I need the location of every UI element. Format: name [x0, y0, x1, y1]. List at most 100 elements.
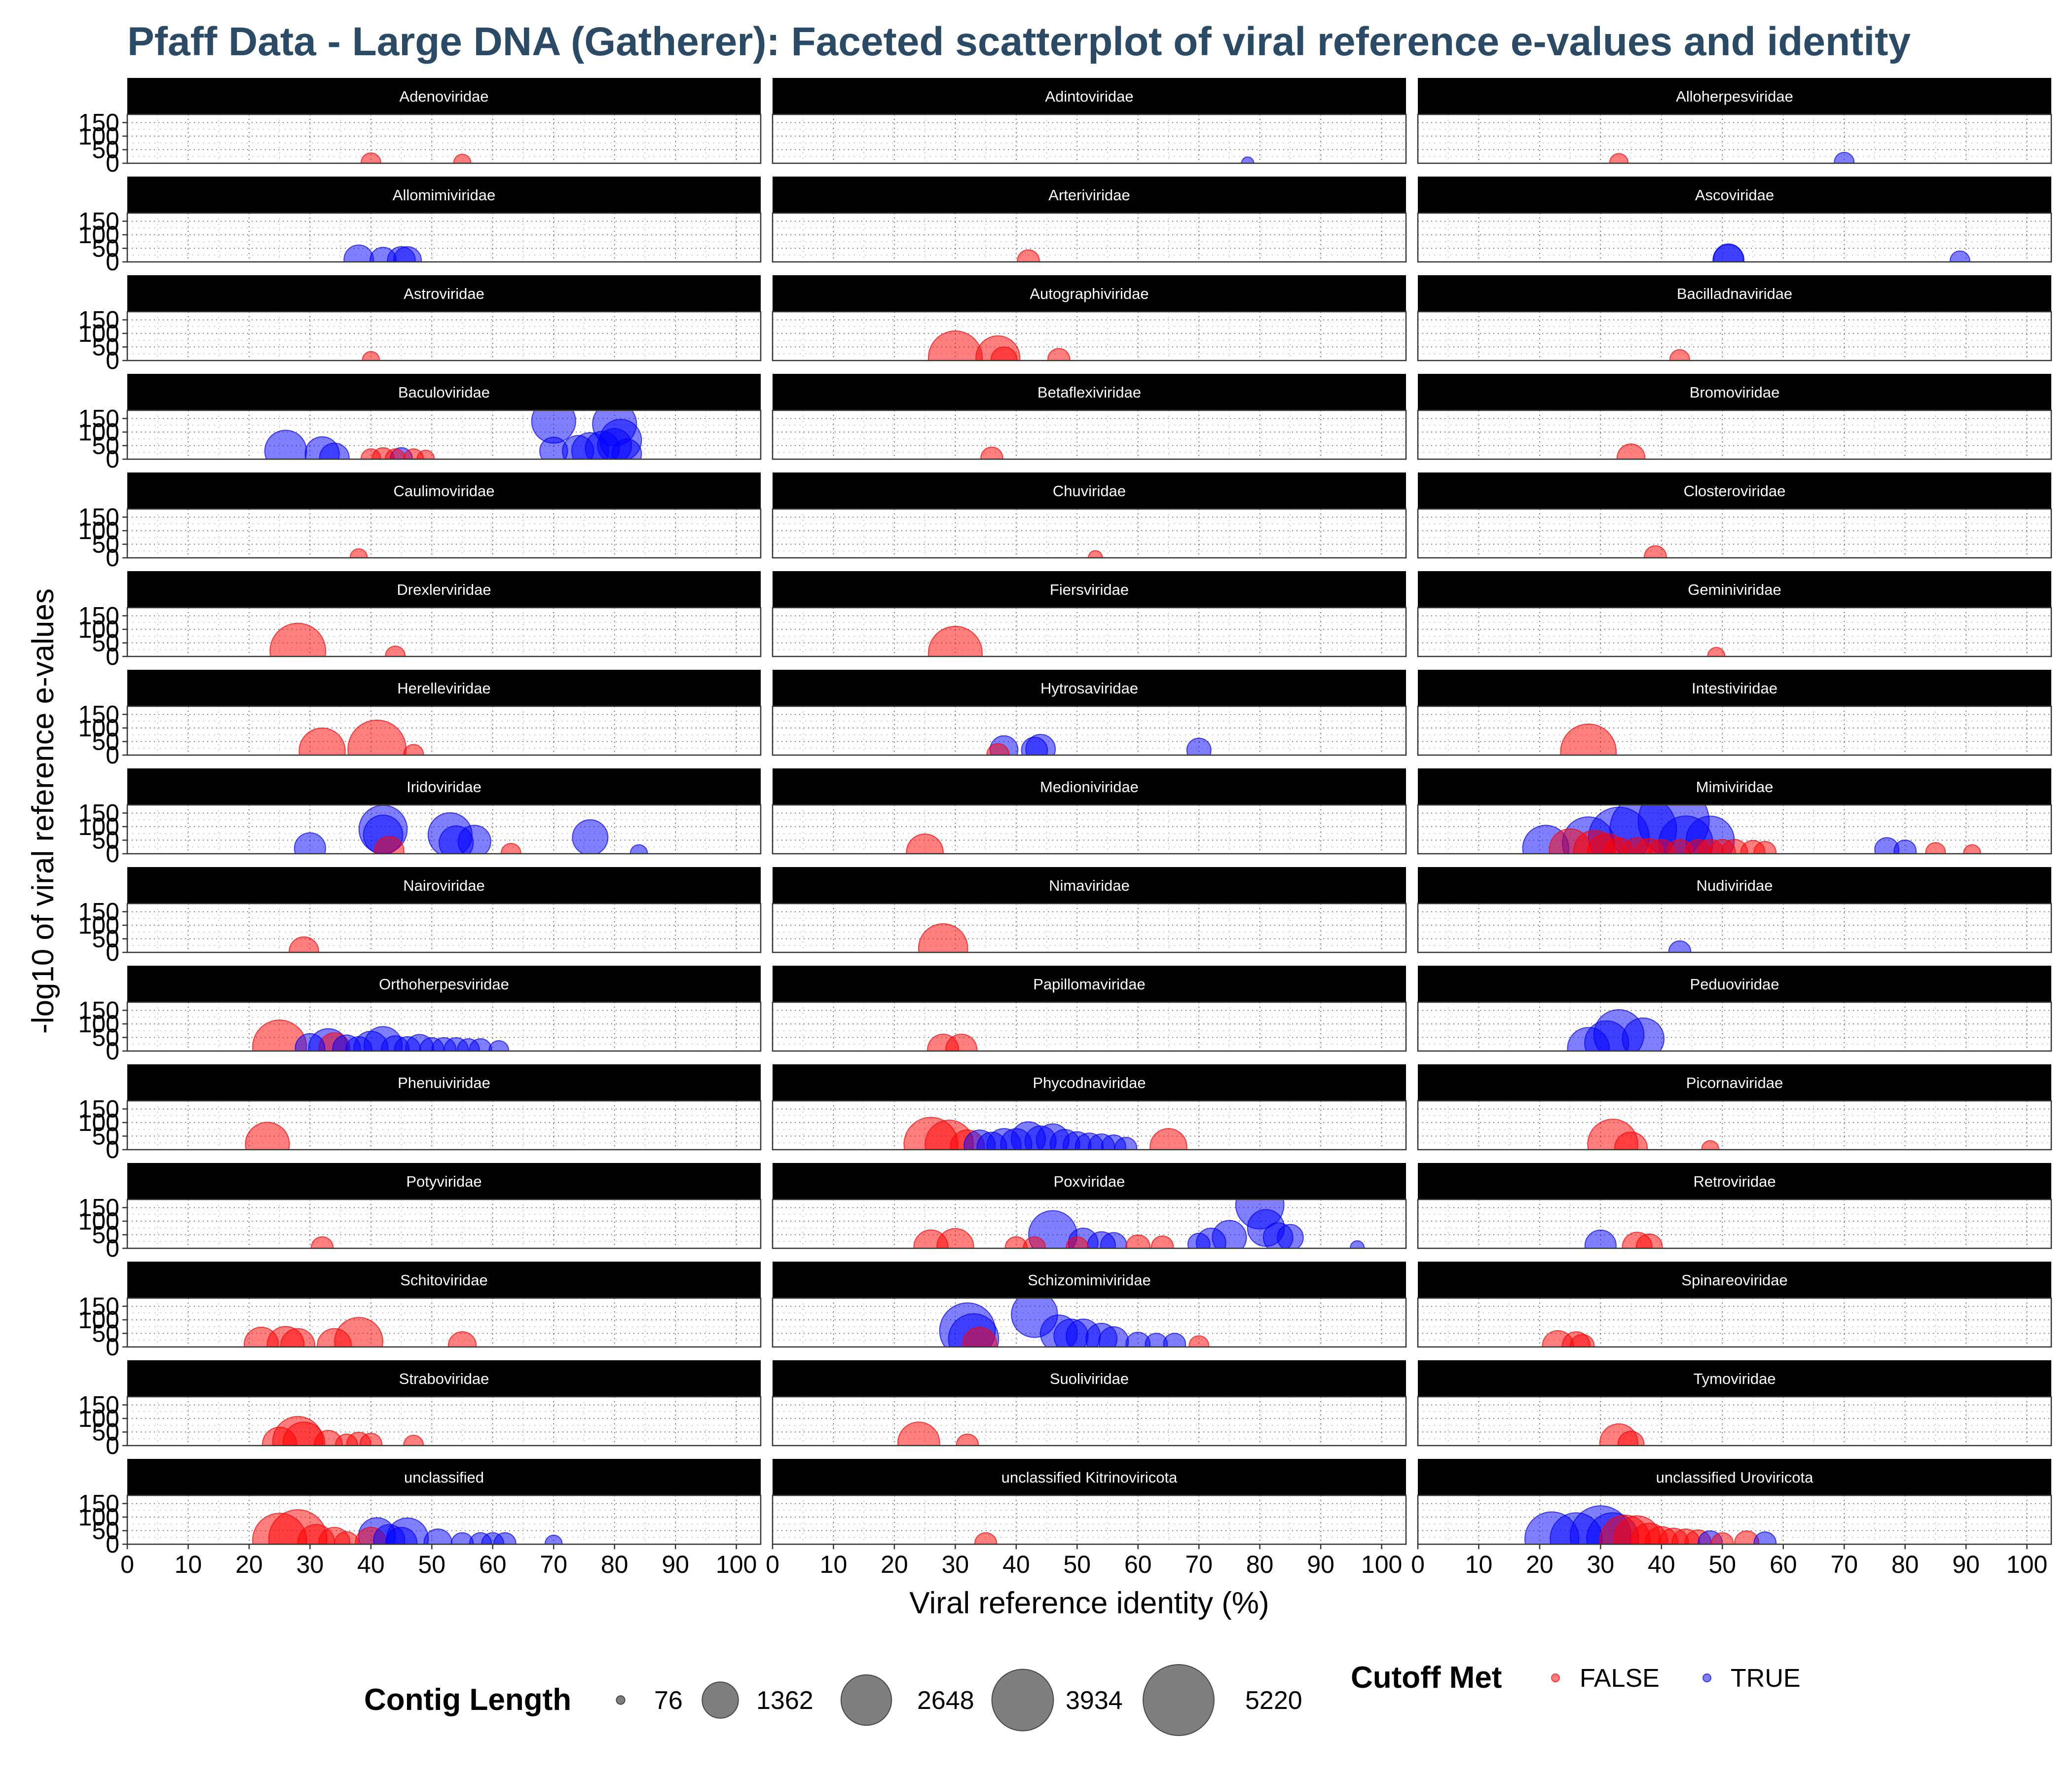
data-point: [289, 936, 319, 952]
x-tick-label: 90: [662, 1551, 689, 1578]
facet-strip: [773, 374, 1406, 410]
facet-points: [1584, 1229, 1663, 1248]
facet-strip: [127, 78, 761, 114]
facet-points: [986, 734, 1212, 755]
facet-panel: [1418, 904, 2051, 952]
data-point: [317, 1328, 352, 1347]
data-point: [1644, 545, 1667, 558]
facet-border: [1417, 1100, 2052, 1151]
facet-strip: [127, 571, 761, 608]
data-point: [1753, 1531, 1777, 1544]
facet-strip: [1418, 275, 2051, 312]
facet-panel: [1418, 1101, 2051, 1150]
x-tick-label: 20: [881, 1551, 908, 1578]
facet-points: [294, 805, 648, 854]
data-point: [1635, 1233, 1663, 1248]
facet-points: [918, 923, 968, 952]
facet-points: [1669, 349, 1690, 361]
x-tick-label: 50: [418, 1551, 445, 1578]
data-point: [1149, 1128, 1187, 1150]
facet-strip: [1418, 78, 2051, 114]
y-tick-label: 50: [92, 629, 119, 657]
facet-points: [1560, 724, 1617, 755]
facet-strip: [773, 78, 1406, 114]
data-point: [295, 1033, 326, 1051]
data-point: [906, 833, 944, 854]
x-tick-label: 20: [1526, 1551, 1554, 1578]
facet-points: [1599, 1423, 1645, 1446]
y-axis-label: -log10 of viral reference e-values: [26, 588, 60, 1034]
y-tick-label: 150: [78, 602, 119, 630]
facet-label: Poxviridae: [1054, 1173, 1125, 1190]
y-tick-label: 50: [92, 1024, 119, 1052]
y-tick-label: 100: [78, 320, 119, 347]
facet-border: [126, 1396, 762, 1447]
x-tick-label: 100: [2006, 1551, 2047, 1578]
facet-strip: [127, 177, 761, 213]
facet-border: [126, 1494, 762, 1545]
data-point: [1614, 1131, 1648, 1150]
facet-strip: [1418, 1163, 2051, 1199]
facet-label: Ascoviridae: [1695, 186, 1774, 204]
data-point: [373, 835, 405, 854]
data-point: [1713, 243, 1744, 262]
x-tick-label: 30: [942, 1551, 969, 1578]
x-tick-label: 60: [1124, 1551, 1152, 1578]
facet-border: [126, 113, 762, 164]
data-point: [359, 1432, 383, 1446]
facet-border: [126, 804, 762, 855]
x-tick-label: 40: [1648, 1551, 1675, 1578]
y-tick-label: 50: [92, 1123, 119, 1150]
y-tick-label: 0: [106, 643, 119, 670]
facet-panel: [127, 1199, 761, 1248]
data-point: [1560, 724, 1617, 755]
facet-border: [1417, 903, 2052, 953]
facet-strip: [773, 472, 1406, 509]
data-point: [1047, 348, 1071, 361]
data-point: [976, 1131, 1007, 1150]
y-tick-label: 100: [78, 1010, 119, 1038]
y-tick-label: 50: [92, 728, 119, 756]
facet-strip: [127, 1459, 761, 1495]
y-tick-label: 150: [78, 1490, 119, 1518]
facet-border: [772, 508, 1407, 559]
x-tick-label: 90: [1307, 1551, 1334, 1578]
facet-points: [1522, 805, 1981, 854]
facet-label: Fiersviridae: [1050, 581, 1129, 598]
facet-panel: [773, 1002, 1406, 1051]
data-point: [294, 832, 326, 854]
data-point: [1021, 736, 1048, 755]
data-point: [1622, 1017, 1665, 1051]
data-point: [1186, 737, 1212, 755]
facet-panel: [1418, 608, 2051, 656]
facet-label: Herelleviridae: [397, 680, 491, 697]
y-tick-label: 0: [106, 1234, 119, 1262]
facet-strip: [1418, 1064, 2051, 1101]
y-tick-label: 100: [78, 1306, 119, 1334]
x-tick-label: 40: [357, 1551, 385, 1578]
facet-points: [264, 410, 642, 459]
data-point: [1584, 1229, 1617, 1248]
y-tick-label: 0: [106, 939, 119, 966]
facet-points: [1017, 249, 1040, 262]
facet-strip: [127, 1064, 761, 1101]
facet-panel: [127, 213, 761, 262]
y-tick-label: 50: [92, 235, 119, 262]
facet-points: [1524, 1505, 1777, 1544]
facet-border: [772, 1198, 1407, 1249]
data-point: [245, 1122, 290, 1150]
facet-border: [1417, 113, 2052, 164]
facet-points: [1712, 243, 1970, 262]
facet-border: [126, 409, 762, 460]
data-point: [1125, 1234, 1151, 1248]
facet-strip: [773, 1262, 1406, 1298]
size-legend-key: [991, 1669, 1054, 1732]
data-point: [1100, 1232, 1127, 1248]
facet-strip: [1418, 768, 2051, 805]
x-tick-label: 10: [175, 1551, 202, 1578]
facet-border: [126, 311, 762, 362]
y-tick-label: 150: [78, 306, 119, 334]
data-point: [1277, 1224, 1304, 1248]
